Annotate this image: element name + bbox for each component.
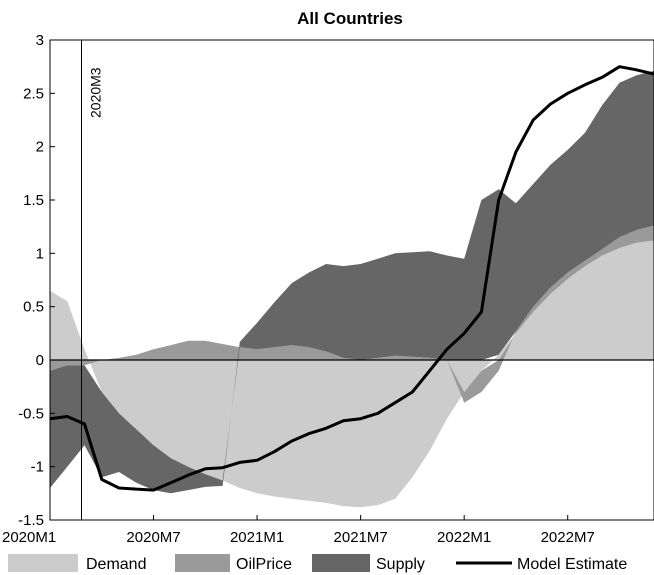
x-tick-label: 2022M1: [437, 529, 491, 546]
legend-label-model-estimate: Model Estimate: [517, 556, 627, 573]
plot-frame: [49, 39, 654, 521]
stacked-areas: [50, 70, 654, 508]
x-tick-label: 2020M7: [126, 529, 180, 546]
y-tick-label: 3: [36, 32, 44, 49]
y-tick-label: 1.5: [23, 192, 44, 209]
model-estimate-line: [50, 65, 654, 492]
legend: Demand OilPrice Supply Model Estimate: [8, 554, 627, 573]
area-demand: [50, 240, 654, 508]
y-tick-label: 2.5: [23, 85, 44, 102]
y-tick-label: -1: [31, 459, 44, 476]
y-tick-label: 2: [36, 139, 44, 156]
legend-swatch-demand: [8, 554, 78, 572]
chart-title: All Countries: [297, 9, 403, 28]
x-tick-label: 2020M1: [2, 529, 56, 546]
model-estimate-line-group: [50, 65, 654, 492]
y-axis-ticks: -1.5 -1 -0.5 0 0.5 1 1.5 2 2.5 3: [18, 32, 55, 529]
legend-label-supply: Supply: [376, 556, 425, 573]
legend-swatch-supply: [312, 554, 370, 572]
legend-label-oilprice: OilPrice: [236, 556, 292, 573]
area-oilprice: [50, 225, 654, 403]
y-tick-label: -1.5: [18, 512, 44, 529]
area-supply: [50, 70, 654, 494]
legend-swatch-oilprice: [175, 554, 230, 572]
y-tick-label: 1: [36, 245, 44, 262]
y-tick-label: 0: [36, 352, 44, 369]
x-axis-ticks: 2020M1 2020M7 2021M1 2021M7 2022M1 2022M7: [2, 515, 595, 546]
x-tick-label: 2022M7: [541, 529, 595, 546]
y-tick-label: 0.5: [23, 299, 44, 316]
y-tick-label: -0.5: [18, 405, 44, 422]
x-tick-label: 2021M1: [230, 529, 284, 546]
x-tick-label: 2021M7: [334, 529, 388, 546]
event-marker-label: 2020M3: [88, 67, 104, 118]
legend-label-demand: Demand: [86, 556, 146, 573]
